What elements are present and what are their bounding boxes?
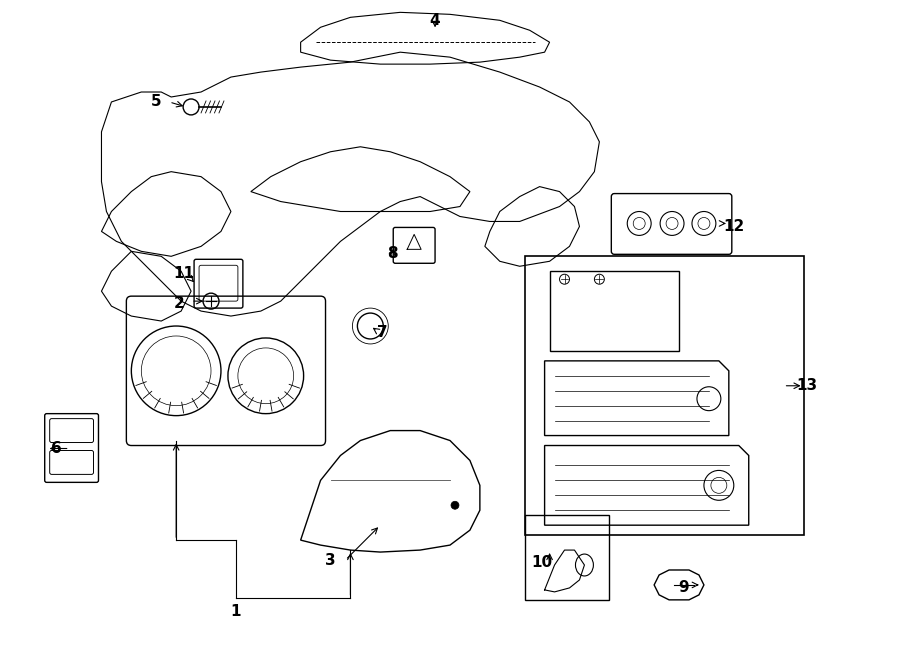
Text: 10: 10 xyxy=(531,555,553,570)
Circle shape xyxy=(451,501,459,509)
Text: 9: 9 xyxy=(679,580,689,596)
Text: 2: 2 xyxy=(174,295,184,311)
Text: 3: 3 xyxy=(325,553,336,568)
Text: 4: 4 xyxy=(430,13,440,28)
Text: 6: 6 xyxy=(51,441,62,456)
Text: 7: 7 xyxy=(377,325,388,340)
Text: 1: 1 xyxy=(230,604,241,619)
Text: 12: 12 xyxy=(724,219,744,234)
Text: 8: 8 xyxy=(387,246,398,261)
Text: 5: 5 xyxy=(151,95,162,110)
Text: 13: 13 xyxy=(796,378,817,393)
Text: 11: 11 xyxy=(174,266,194,281)
